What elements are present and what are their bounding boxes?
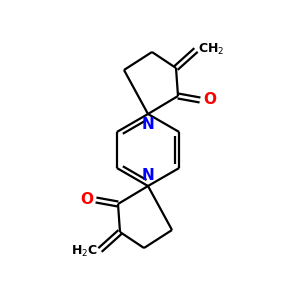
Text: N: N	[142, 168, 154, 183]
Text: CH$_2$: CH$_2$	[198, 41, 224, 56]
Text: H$_2$C: H$_2$C	[71, 244, 98, 259]
Text: O: O	[80, 193, 93, 208]
Text: O: O	[203, 92, 216, 107]
Text: N: N	[142, 117, 154, 132]
